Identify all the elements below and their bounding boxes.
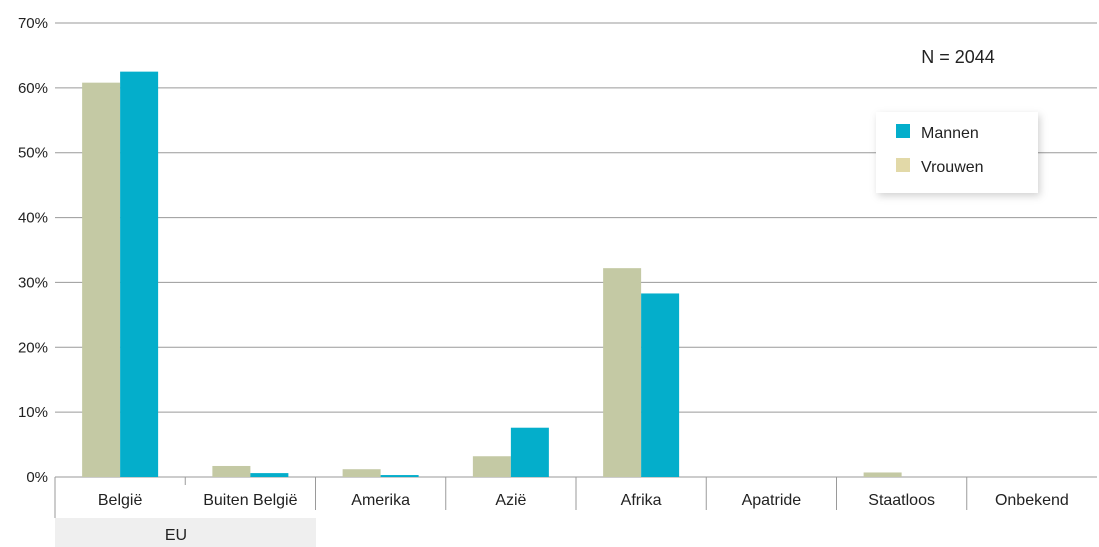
legend-label-vrouwen: Vrouwen [921, 159, 984, 176]
eu-group-label: EU [165, 527, 187, 544]
sample-size-annotation: N = 2044 [921, 47, 995, 67]
bar-vrouwen-staatloos [863, 472, 902, 477]
x-tick-label: Buiten België [203, 492, 297, 509]
y-tick-label: 10% [18, 404, 48, 421]
bar-mannen-afrika [641, 293, 680, 477]
x-tick-label: Staatloos [868, 492, 935, 509]
y-tick-label: 40% [18, 210, 48, 227]
y-tick-label: 30% [18, 274, 48, 291]
x-tick-label: Azië [495, 492, 526, 509]
y-axis-ticks: 0% 10% 20% 30% 40% 50% 60% 70% [18, 15, 48, 486]
bar-vrouwen-amerika [342, 469, 381, 477]
legend-swatch-mannen [896, 124, 910, 138]
x-tick-label: België [98, 492, 143, 509]
bar-mannen-amerika [380, 475, 419, 477]
bar-vrouwen-buiten-belgie [212, 465, 251, 477]
y-tick-label: 20% [18, 339, 48, 356]
legend-label-mannen: Mannen [921, 125, 979, 142]
eu-group-band [55, 518, 316, 547]
y-tick-label: 50% [18, 145, 48, 162]
bar-vrouwen-azie [472, 456, 511, 477]
y-tick-label: 0% [26, 469, 48, 486]
y-tick-label: 60% [18, 80, 48, 97]
bars [82, 71, 902, 478]
gridlines [55, 22, 1097, 478]
x-axis: België Buiten België Amerika Azië Afrika Apat… [54, 477, 1069, 518]
x-tick-label: Apatride [742, 492, 802, 509]
legend-swatch-vrouwen [896, 158, 910, 172]
bar-vrouwen-belgie [82, 82, 121, 477]
legend: Mannen Vrouwen [876, 112, 1038, 193]
x-tick-label: Afrika [621, 492, 662, 509]
bar-mannen-belgie [120, 71, 159, 478]
x-tick-label: Onbekend [995, 492, 1069, 509]
x-tick-label: Amerika [351, 492, 410, 509]
y-tick-label: 70% [18, 15, 48, 32]
bar-mannen-azie [510, 427, 549, 477]
bar-vrouwen-afrika [603, 268, 642, 477]
bar-mannen-buiten-belgie [250, 473, 289, 477]
